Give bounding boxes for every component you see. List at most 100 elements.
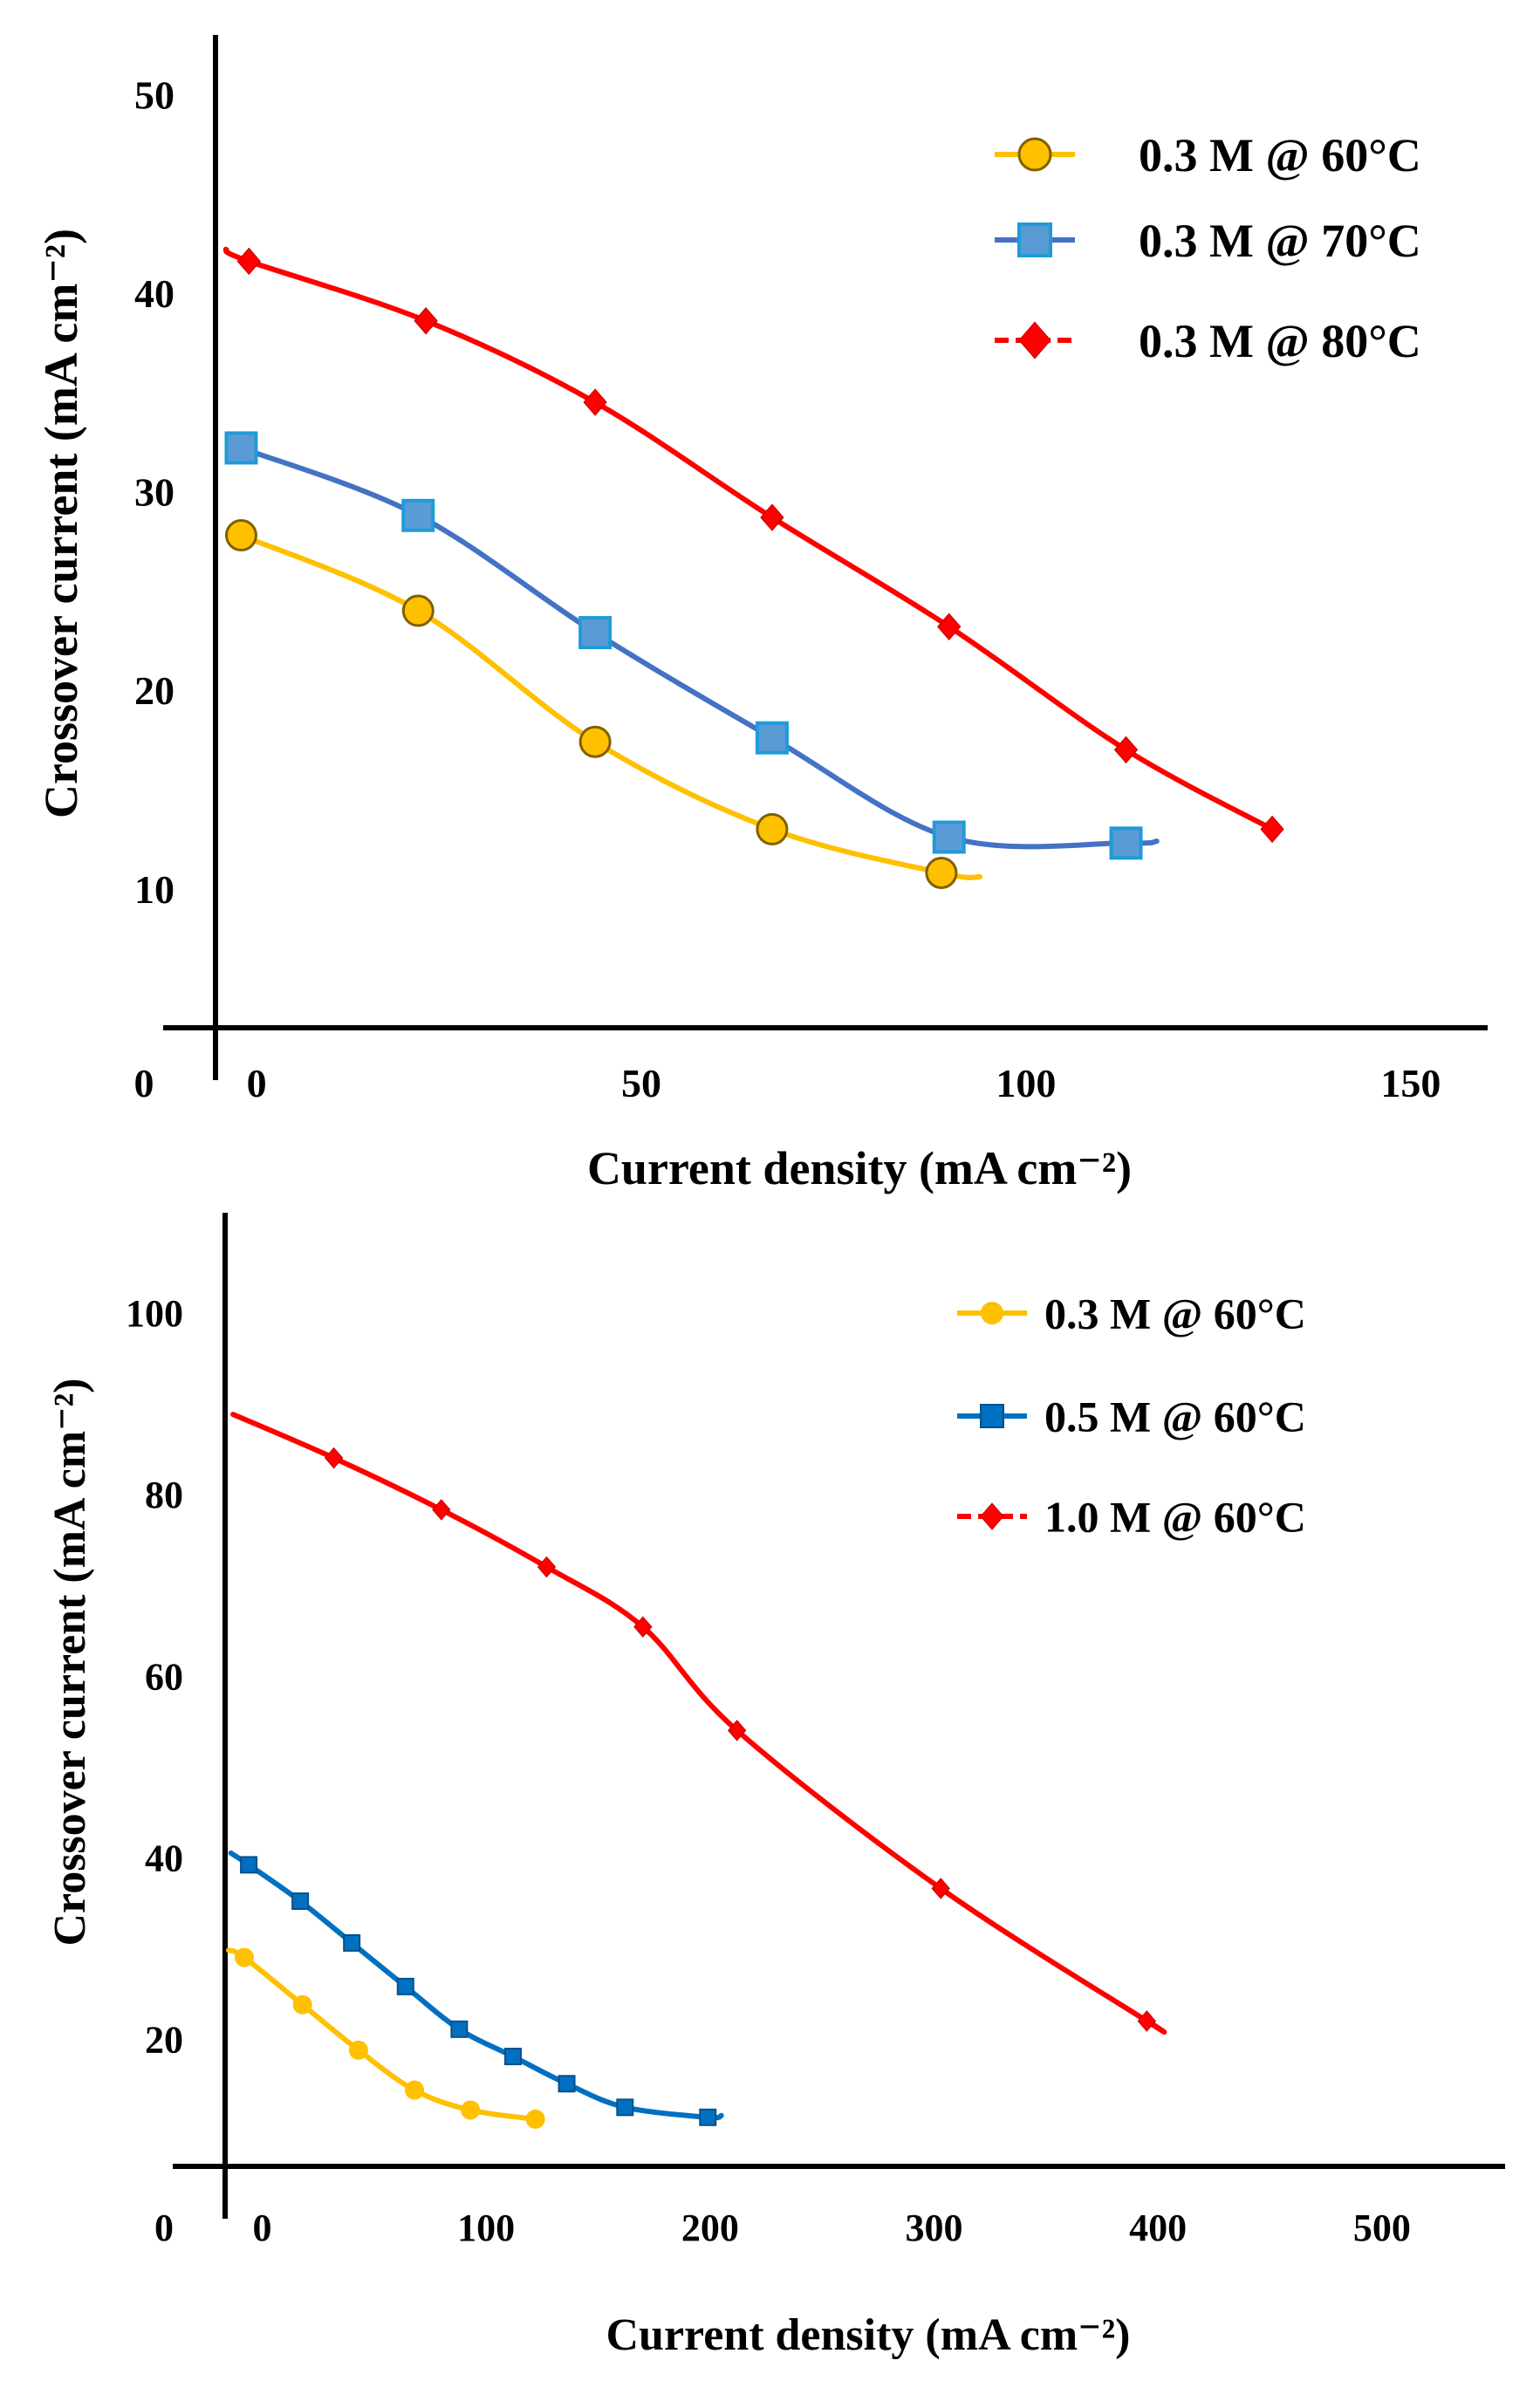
- data-point: [401, 594, 435, 627]
- x-axis-title: Current density (mA cm⁻²): [587, 1142, 1132, 1194]
- y-tick-label: 50: [134, 72, 175, 117]
- x-tick-label: 100: [996, 1061, 1056, 1105]
- data-point: [760, 503, 784, 531]
- data-point: [578, 725, 612, 758]
- legend-label: 0.5 M @ 60°C: [1044, 1392, 1306, 1441]
- legend-marker: [1017, 222, 1052, 257]
- series-1: [224, 431, 1160, 860]
- data-point: [450, 2020, 469, 2038]
- data-point: [224, 519, 257, 552]
- data-point: [756, 812, 789, 845]
- y-tick-label: 20: [134, 668, 175, 713]
- data-point: [925, 856, 958, 889]
- legend: 0.3 M @ 60°C 0.5 M @ 60°C 1.0 M @ 60°C: [957, 1290, 1306, 1542]
- y-tick-label: 40: [145, 1837, 183, 1879]
- data-point: [931, 1878, 950, 1899]
- legend-item: 0.3 M @ 70°C: [995, 215, 1421, 267]
- data-point: [224, 431, 258, 465]
- y-tick-label: 10: [134, 867, 175, 912]
- origin-label: 0: [134, 1061, 154, 1105]
- data-point: [292, 1994, 312, 2015]
- y-tick-label: 20: [145, 2019, 183, 2062]
- x-axis-title: Current density (mA cm⁻²): [606, 2310, 1131, 2360]
- series-0: [226, 1947, 545, 2129]
- origin-label: 0: [154, 2207, 174, 2249]
- data-point: [633, 1616, 653, 1638]
- data-point: [396, 1977, 414, 1995]
- data-point: [525, 2109, 545, 2129]
- legend-item: 1.0 M @ 60°C: [957, 1493, 1306, 1542]
- y-axis-title: Crossover current (mA cm⁻²): [45, 1379, 95, 1947]
- legend-marker: [981, 1302, 1003, 1324]
- legend-label: 0.3 M @ 60°C: [1139, 129, 1421, 181]
- x-tick-label: 500: [1353, 2207, 1411, 2249]
- y-tick-label: 60: [145, 1655, 183, 1698]
- x-tick-label: 0: [247, 1061, 267, 1105]
- y-tick-label: 80: [145, 1474, 183, 1516]
- legend-label: 1.0 M @ 60°C: [1044, 1493, 1306, 1542]
- data-point: [234, 1947, 254, 1967]
- data-point: [236, 247, 261, 276]
- data-point: [937, 612, 962, 640]
- x-tick-label: 200: [681, 2207, 739, 2249]
- data-point: [240, 1856, 258, 1874]
- data-point: [405, 2080, 425, 2100]
- chart-bottom: 20 40 60 80 100 0 100 200 300 400 500 0 Current dens…: [45, 1213, 1505, 2360]
- x-tick-label: 400: [1129, 2207, 1187, 2249]
- series-line: [230, 1412, 1167, 2035]
- x-tick-label: 50: [621, 1061, 661, 1105]
- data-point: [401, 498, 435, 532]
- data-point: [1109, 826, 1143, 860]
- data-point: [537, 1556, 557, 1578]
- legend: 0.3 M @ 60°C 0.3 M @ 70°C 0.3 M @ 80°C: [995, 129, 1421, 367]
- data-point: [583, 388, 607, 416]
- x-tick-label: 100: [457, 2207, 515, 2249]
- series-2: [222, 246, 1284, 844]
- y-tick-label: 40: [134, 271, 175, 316]
- legend-item: 0.5 M @ 60°C: [957, 1392, 1306, 1441]
- data-point: [1137, 2010, 1156, 2032]
- legend-marker: [1018, 321, 1051, 359]
- series-2: [230, 1412, 1167, 2035]
- x-tick-label: 150: [1380, 1061, 1441, 1105]
- x-tick-label: 300: [906, 2207, 963, 2249]
- data-point: [727, 1720, 747, 1741]
- legend-label: 0.3 M @ 60°C: [1044, 1290, 1306, 1338]
- legend-label: 0.3 M @ 70°C: [1139, 215, 1421, 267]
- series-line: [238, 445, 1160, 850]
- legend-marker: [980, 1502, 1004, 1530]
- legend-marker: [1017, 137, 1052, 172]
- legend-item: 0.3 M @ 60°C: [995, 129, 1421, 181]
- data-point: [461, 2100, 481, 2120]
- y-tick-label: 100: [126, 1292, 183, 1335]
- x-tick-label: 0: [253, 2207, 272, 2249]
- y-tick-label: 30: [134, 470, 175, 515]
- series-line: [226, 1947, 538, 2122]
- data-point: [558, 2075, 576, 2093]
- legend-label: 0.3 M @ 80°C: [1139, 315, 1421, 367]
- data-point: [414, 307, 438, 335]
- data-point: [616, 2098, 634, 2117]
- data-point: [755, 721, 789, 755]
- data-point: [291, 1892, 310, 1911]
- series-0: [224, 519, 982, 889]
- data-point: [348, 2040, 368, 2060]
- legend-item: 0.3 M @ 80°C: [995, 315, 1421, 367]
- data-point: [578, 616, 613, 650]
- series-line: [238, 532, 982, 880]
- data-point: [699, 2108, 717, 2126]
- data-point: [1260, 815, 1284, 844]
- legend-marker: [980, 1404, 1004, 1428]
- legend-item: 0.3 M @ 60°C: [957, 1290, 1306, 1338]
- data-point: [503, 2048, 522, 2066]
- chart-top: 10 20 30 40 50 0 50 100 150 0 Current density (mA …: [35, 35, 1488, 1194]
- data-point: [343, 1933, 361, 1952]
- series-line: [222, 246, 1276, 832]
- data-point: [324, 1447, 344, 1469]
- data-point: [932, 820, 966, 854]
- data-point: [432, 1499, 451, 1521]
- series-1: [228, 1850, 724, 2126]
- y-axis-title: Crossover current (mA cm⁻²): [35, 229, 87, 818]
- data-point: [1113, 736, 1139, 764]
